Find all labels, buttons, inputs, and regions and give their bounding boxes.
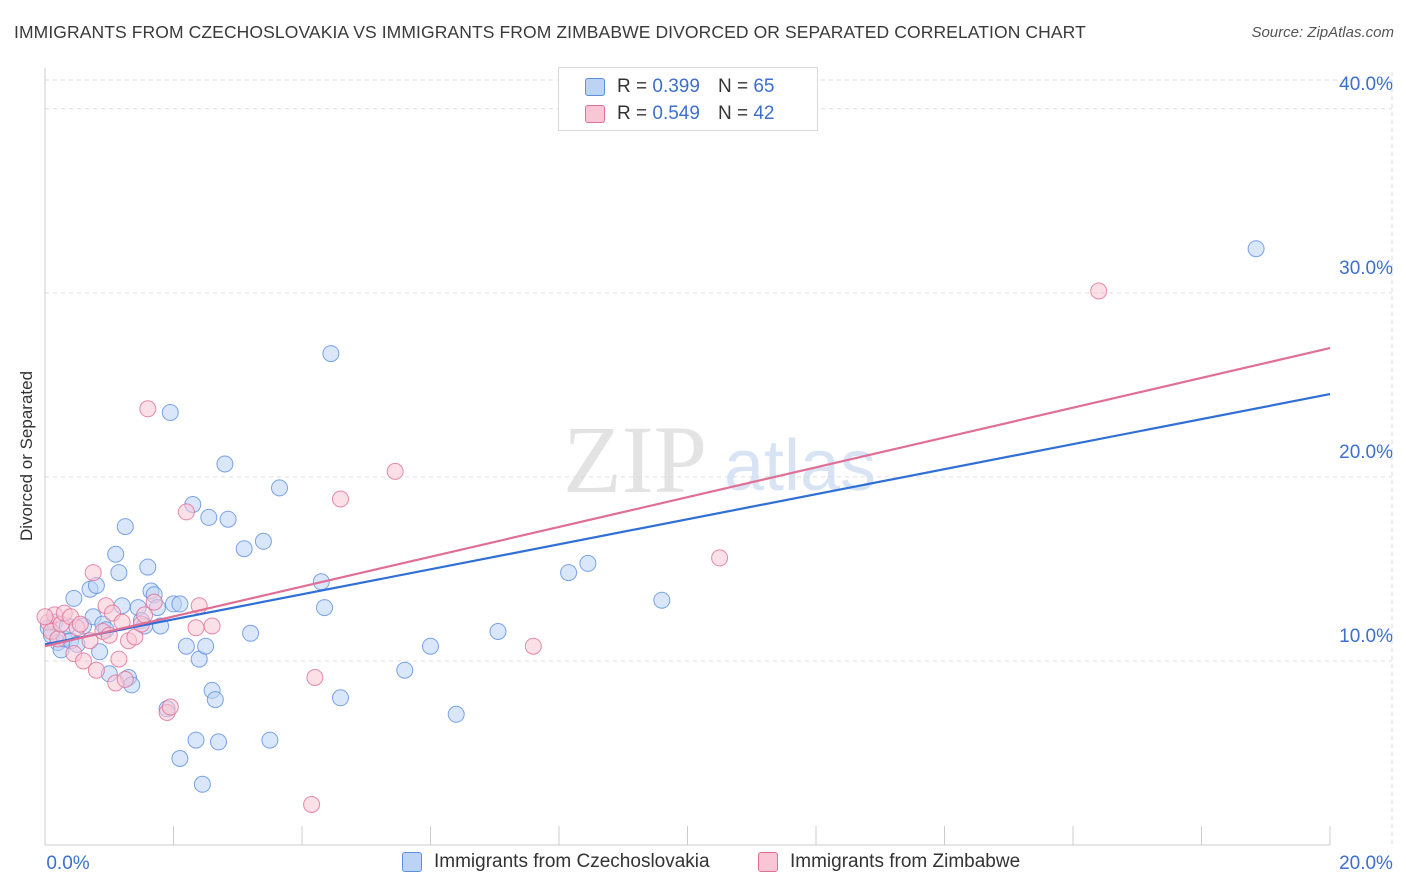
legend-r-value: 0.549 — [652, 103, 700, 124]
x-tick-label: 0.0% — [46, 853, 89, 874]
chart-title: IMMIGRANTS FROM CZECHOSLOVAKIA VS IMMIGR… — [14, 22, 1086, 42]
legend-row-zimbabwe: R = 0.549 N = 42 — [585, 101, 774, 127]
trend-lines — [44, 346, 1331, 648]
data-point — [75, 652, 92, 670]
data-point — [216, 455, 234, 473]
data-point — [711, 549, 729, 567]
data-point — [422, 637, 439, 655]
data-point — [110, 564, 128, 582]
data-point — [322, 345, 340, 363]
data-point — [116, 518, 134, 536]
data-point — [107, 545, 125, 563]
data-point — [271, 479, 288, 497]
data-point — [210, 733, 227, 751]
y-tick-label: 30.0% — [1339, 258, 1393, 279]
data-point — [139, 400, 157, 418]
y-tick-label: 40.0% — [1339, 74, 1393, 95]
tick-labels: 10.0% 20.0% 30.0% 40.0% 0.0% 20.0% — [46, 74, 1393, 874]
x-tick-label: 20.0% — [1339, 853, 1393, 874]
data-point — [200, 508, 218, 526]
data-point — [177, 637, 195, 655]
series-1-points — [36, 282, 1108, 813]
legend-r-label: R = — [617, 103, 648, 124]
data-point — [187, 731, 205, 749]
data-point — [139, 558, 157, 576]
data-point — [332, 490, 349, 508]
data-point — [316, 599, 333, 617]
data-point — [396, 661, 414, 679]
legend-swatch-czechoslovakia — [402, 852, 422, 872]
legend-swatch-czechoslovakia — [585, 78, 605, 96]
data-point — [579, 554, 597, 572]
data-point — [1247, 240, 1265, 258]
data-point — [177, 503, 195, 521]
correlation-legend: R = 0.399 N = 65 R = 0.549 N = 42 — [558, 67, 818, 131]
data-point — [560, 564, 578, 582]
axes — [44, 68, 1331, 846]
chart-source: Source: ZipAtlas.com — [1251, 24, 1394, 41]
data-point — [303, 796, 321, 813]
legend-r-label: R = — [617, 76, 648, 97]
trend-line-series-0 — [44, 393, 1331, 646]
data-point — [193, 775, 211, 793]
data-points — [36, 240, 1265, 813]
data-point — [145, 593, 163, 611]
y-tick-label: 10.0% — [1339, 626, 1393, 647]
data-point — [110, 650, 128, 668]
data-point — [242, 624, 260, 642]
data-point — [71, 615, 89, 633]
data-point — [161, 404, 179, 421]
data-point — [306, 669, 324, 686]
legend-label-czechoslovakia: Immigrants from Czechoslovakia — [434, 851, 710, 872]
legend-item-zimbabwe[interactable]: Immigrants from Zimbabwe — [758, 851, 1020, 873]
data-point — [116, 670, 134, 688]
data-point — [447, 705, 465, 723]
data-point — [261, 731, 279, 749]
data-point — [197, 637, 215, 655]
legend-n-value: 42 — [753, 103, 775, 124]
trend-line-series-1 — [44, 346, 1331, 648]
y-tick-label: 20.0% — [1339, 442, 1393, 463]
legend-row-czechoslovakia: R = 0.399 N = 65 — [585, 74, 774, 100]
data-point — [254, 532, 272, 550]
legend-n-value: 65 — [753, 76, 775, 97]
data-point — [36, 608, 54, 626]
legend-n-label: N = — [717, 103, 749, 124]
data-point — [219, 510, 237, 528]
data-point — [161, 698, 179, 716]
data-point — [91, 643, 109, 661]
watermark-atlas: atlas — [724, 426, 876, 506]
data-point — [206, 691, 224, 709]
data-point — [65, 589, 83, 607]
data-point — [171, 595, 189, 613]
legend-item-czechoslovakia[interactable]: Immigrants from Czechoslovakia — [402, 851, 710, 873]
data-point — [84, 564, 102, 582]
legend-label-zimbabwe: Immigrants from Zimbabwe — [790, 851, 1021, 872]
data-point — [171, 750, 189, 767]
legend-swatch-zimbabwe — [585, 105, 605, 123]
watermark: ZIP atlas — [563, 406, 876, 513]
legend-r-value: 0.399 — [652, 76, 700, 97]
data-point — [235, 540, 253, 558]
data-point — [203, 617, 221, 635]
legend-n-label: N = — [717, 76, 749, 97]
data-point — [489, 623, 507, 640]
series-0-points — [39, 240, 1265, 793]
legend-swatch-zimbabwe — [758, 852, 778, 872]
data-point — [187, 619, 205, 637]
data-point — [386, 462, 404, 480]
data-point — [1090, 282, 1108, 300]
data-point — [332, 689, 349, 707]
data-point — [87, 661, 105, 679]
data-point — [524, 637, 542, 655]
data-point — [653, 591, 671, 609]
watermark-zip: ZIP — [563, 406, 707, 513]
gridlines — [45, 72, 1393, 845]
